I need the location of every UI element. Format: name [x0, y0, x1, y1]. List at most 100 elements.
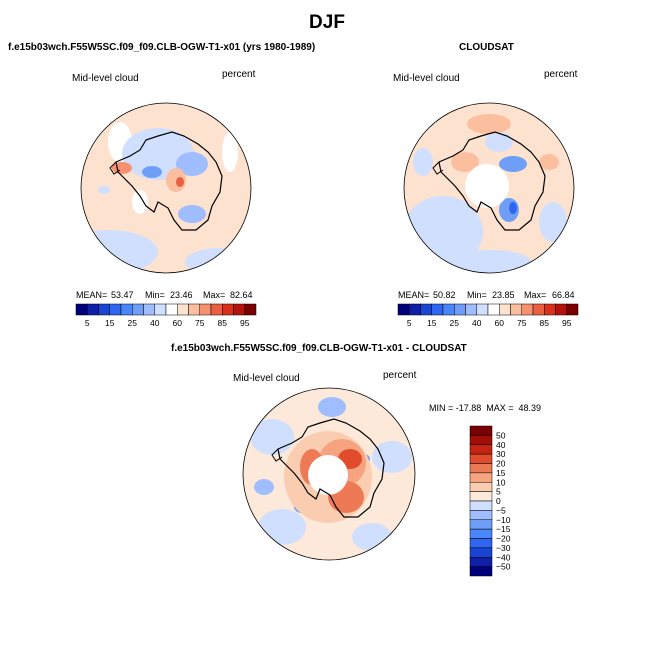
colorbar-box	[469, 444, 493, 455]
panel2-max: 66.84	[552, 290, 575, 300]
colorbar-tick-label: 0	[496, 496, 501, 506]
panel2-mean-label: MEAN=	[398, 290, 430, 300]
colorbar-box	[469, 557, 493, 567]
colorbar-box	[469, 453, 493, 464]
colorbar-tick-label: 40	[150, 318, 160, 328]
colorbar-box	[87, 303, 99, 316]
panel2-min: 23.85	[492, 290, 515, 300]
cloud-blob	[122, 128, 194, 180]
colorbar-box	[397, 303, 410, 316]
colorbar-box	[154, 303, 167, 316]
cloud-blob	[176, 152, 208, 176]
panel3-variable: Mid-level cloud	[233, 373, 300, 384]
colorbar-tick-label: 30	[496, 449, 506, 459]
colorbar-box	[222, 303, 234, 316]
colorbar-box	[469, 482, 493, 492]
colorbar-box	[469, 500, 493, 511]
map-border	[242, 387, 416, 561]
colorbar-box	[469, 463, 493, 474]
colorbar-tick-label: 95	[562, 318, 572, 328]
colorbar-tick-label: 25	[450, 318, 460, 328]
map-border	[403, 102, 575, 274]
page-title: DJF	[309, 12, 345, 33]
colorbar-box	[469, 566, 493, 577]
colorbar-box	[75, 303, 88, 316]
cloud-blob	[539, 202, 567, 242]
colorbar-tick-label: 20	[496, 459, 506, 469]
cloud-blob	[142, 166, 162, 178]
colorbar-box	[132, 303, 144, 316]
colorbar-box	[555, 303, 567, 316]
colorbar-tick-label: −40	[496, 552, 511, 562]
cloud-blob	[467, 114, 511, 134]
colorbar-box	[442, 303, 455, 316]
colorbar-tick-label: 40	[496, 440, 506, 450]
colorbar-tick-label: −20	[496, 534, 511, 544]
colorbar-tick-label: −10	[496, 515, 511, 525]
cloud-blob	[178, 205, 206, 223]
colorbar-box	[165, 303, 178, 316]
map-difference	[242, 387, 416, 561]
colorbar-tick-label: 95	[240, 318, 250, 328]
panel1-mean-label: MEAN=	[76, 290, 108, 300]
colorbar-box	[476, 303, 489, 316]
colorbar-box	[210, 303, 223, 316]
colorbar-tick-label: 15	[496, 468, 506, 478]
colorbar-tick-label: 60	[495, 318, 505, 328]
colorbar-tick-label: 5	[407, 318, 412, 328]
colorbar-box	[431, 303, 444, 316]
colorbar-box	[532, 303, 545, 316]
colorbar-tick-label: 75	[517, 318, 527, 328]
no-data-hole	[465, 164, 509, 208]
colorbar-cloudsat: 5 15 25 40 60 75 85 95	[397, 303, 579, 328]
antarctica-outline	[115, 131, 223, 231]
colorbar-box	[233, 303, 245, 316]
panel1-variable: Mid-level cloud	[72, 73, 139, 84]
cloud-blob	[250, 419, 294, 455]
cloud-blob	[185, 248, 251, 273]
colorbar-box	[469, 491, 493, 502]
colorbar-model: 5 15 25 40 60 75 85 95	[75, 303, 257, 328]
cloud-blob	[81, 230, 158, 273]
colorbar-box	[188, 303, 200, 316]
colorbar-box	[469, 425, 493, 436]
panel1-mean: 53.47	[111, 290, 134, 300]
colorbar-tick-label: −15	[496, 524, 511, 534]
colorbar-tick-label: −30	[496, 543, 511, 553]
colorbar-tick-label: −50	[496, 562, 511, 572]
map-cloudsat	[403, 102, 575, 274]
colorbar-tick-label: 15	[427, 318, 437, 328]
colorbar-box	[120, 303, 133, 316]
cloud-blob	[499, 156, 527, 172]
colorbar-box	[521, 303, 534, 316]
peninsula-outline	[271, 448, 283, 462]
colorbar-box	[469, 510, 493, 520]
peninsula-outline	[432, 161, 444, 175]
panel1-title: f.e15b03wch.F55W5SC.f09_f09.CLB-OGW-T1-x…	[8, 42, 316, 53]
colorbar-box	[469, 435, 493, 445]
colorbar-box	[566, 303, 579, 316]
panel2-min-label: Min=	[467, 290, 487, 300]
colorbar-box	[469, 528, 493, 539]
colorbar-box	[469, 547, 493, 558]
colorbar-tick-label: −5	[496, 505, 506, 515]
colorbar-box	[454, 303, 466, 316]
colorbar-box	[469, 472, 493, 483]
antarctica-outline	[438, 131, 546, 231]
colorbar-tick-label: 25	[128, 318, 138, 328]
colorbar-box	[109, 303, 122, 316]
colorbar-box	[177, 303, 189, 316]
map-model	[80, 102, 252, 274]
colorbar-box	[199, 303, 212, 316]
colorbar-box	[465, 303, 477, 316]
panel1-min: 23.46	[170, 290, 193, 300]
colorbar-tick-label: 5	[496, 487, 501, 497]
panel3-units: percent	[383, 370, 417, 381]
cloud-blob	[539, 154, 559, 170]
antarctica-outline	[277, 418, 385, 518]
colorbar-tick-label: 10	[496, 477, 506, 487]
panel1-min-label: Min=	[145, 290, 165, 300]
cloud-blob	[112, 162, 132, 174]
colorbar-tick-label: 75	[195, 318, 205, 328]
